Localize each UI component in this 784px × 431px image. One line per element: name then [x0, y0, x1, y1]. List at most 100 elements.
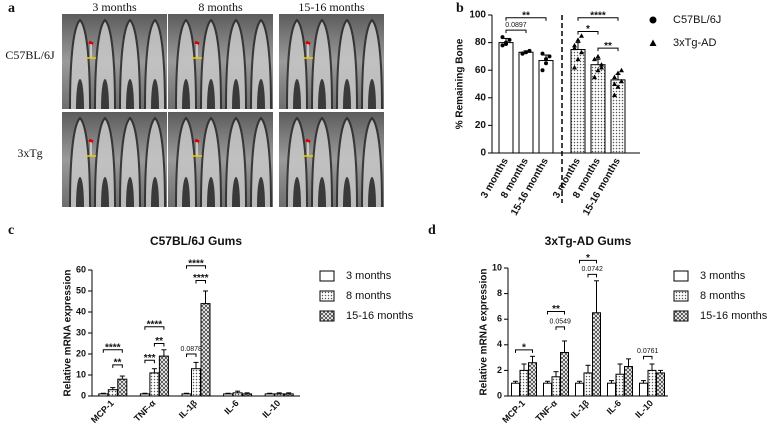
- significance-bracket: [579, 259, 597, 264]
- x-tick-label: TNF-α: [132, 398, 158, 424]
- data-point: [619, 78, 624, 84]
- bar: [242, 393, 253, 397]
- tooth-outline: [94, 116, 116, 208]
- significance-bracket: [144, 359, 155, 364]
- bar: [232, 392, 243, 397]
- bar: [647, 369, 657, 397]
- tooth-outline: [69, 116, 91, 208]
- data-point: [599, 62, 604, 67]
- tooth-outline: [311, 18, 333, 110]
- root-canal: [151, 79, 159, 109]
- data-point: [524, 50, 528, 55]
- bar: [624, 366, 633, 397]
- legend-swatch: [673, 290, 689, 302]
- bar: [498, 42, 514, 154]
- root-canal: [76, 79, 84, 109]
- tooth-outline: [175, 116, 197, 208]
- bar: [181, 393, 192, 397]
- chart-title: C57BL/6J Gums: [150, 234, 242, 248]
- legend-label: 15-16 months: [346, 310, 414, 322]
- y-tick-label: 10: [492, 262, 502, 272]
- data-point: [500, 35, 505, 40]
- data-point: [579, 33, 584, 38]
- tooth-outline: [200, 116, 222, 208]
- marker-red: [305, 40, 311, 46]
- bar: [98, 393, 109, 397]
- root-canal: [76, 177, 84, 207]
- data-point: [527, 48, 532, 53]
- root-canal: [207, 79, 215, 109]
- y-axis-label: % Remaining Bone: [455, 38, 466, 129]
- x-tick-label: IL-1β: [569, 398, 592, 421]
- legend-label: 15-16 months: [700, 310, 768, 322]
- chart-title: 3xTg-AD Gums: [545, 234, 632, 248]
- image-column-label: 3 months: [92, 0, 137, 14]
- bar: [223, 393, 234, 397]
- bar: [610, 79, 626, 154]
- y-tick-label: 8: [497, 288, 502, 298]
- tooth-outline: [361, 116, 383, 208]
- bar: [117, 378, 128, 397]
- data-point: [544, 61, 548, 66]
- bar: [615, 373, 625, 397]
- bar: [656, 372, 665, 397]
- significance-label: ****: [105, 342, 121, 353]
- bar: [274, 393, 285, 397]
- x-tick-label: IL-6: [605, 398, 623, 416]
- legend-swatch: [673, 270, 689, 282]
- bar: [264, 393, 275, 397]
- significance-label: 0.0549: [550, 319, 572, 326]
- data-point: [540, 68, 545, 73]
- bar: [570, 49, 586, 154]
- legend-marker: [649, 39, 657, 46]
- root-canal: [182, 177, 190, 207]
- root-canal: [318, 79, 326, 109]
- y-tick-label: 4: [497, 339, 502, 349]
- root-canal: [232, 177, 240, 207]
- bar: [543, 382, 552, 397]
- root-canal: [293, 177, 301, 207]
- y-axis-label: Relative mRNA expression: [479, 269, 490, 396]
- root-canal: [368, 177, 376, 207]
- legend-swatch: [319, 290, 335, 302]
- significance-label: 0.0742: [582, 266, 604, 273]
- significance-label: ****: [590, 10, 606, 21]
- micro-ct-images: [62, 14, 384, 208]
- data-point: [595, 67, 601, 73]
- tooth-outline: [286, 116, 308, 208]
- root-canal: [343, 177, 351, 207]
- tooth-outline: [200, 18, 222, 110]
- significance-bracket: [577, 17, 619, 21]
- bar: [519, 369, 529, 397]
- significance-bracket: [515, 349, 533, 353]
- tooth-outline: [144, 116, 166, 208]
- tooth-outline: [336, 116, 358, 208]
- significance-bracket: [505, 17, 547, 21]
- significance-label: ****: [188, 258, 204, 269]
- bar: [158, 355, 169, 397]
- significance-label: **: [552, 304, 560, 315]
- y-tick-label: 80: [475, 37, 487, 48]
- tooth-outline: [225, 18, 247, 110]
- tooth-outline: [225, 116, 247, 208]
- panel-letter: a: [8, 1, 15, 16]
- root-canal: [257, 79, 265, 109]
- significance-bracket: [195, 280, 206, 284]
- bar: [528, 362, 537, 397]
- significance-label: ****: [193, 273, 209, 284]
- significance-bracket: [102, 349, 123, 353]
- significance-bracket: [597, 47, 619, 52]
- bar: [538, 60, 554, 154]
- root-canal: [343, 79, 351, 109]
- significance-bracket: [547, 311, 565, 315]
- significance-label: *: [522, 343, 526, 354]
- y-tick-label: 20: [475, 120, 487, 131]
- bar: [560, 351, 569, 397]
- y-axis-label: Relative mRNA expression: [63, 270, 74, 397]
- data-point: [575, 56, 581, 62]
- significance-bracket: [643, 355, 653, 360]
- x-tick-label: IL-6: [222, 398, 240, 416]
- legend-swatch: [319, 310, 335, 322]
- significance-label: **: [114, 358, 122, 369]
- x-tick-label: MCP-1: [89, 398, 116, 425]
